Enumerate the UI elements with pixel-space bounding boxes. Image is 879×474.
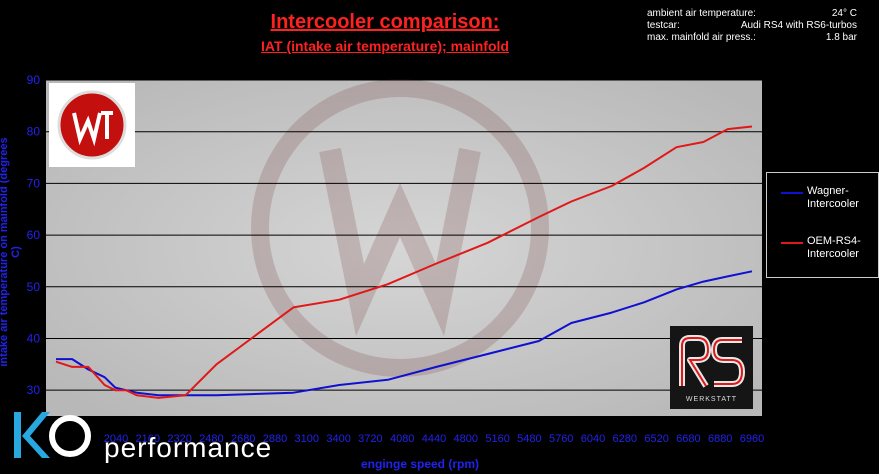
kc-logo <box>14 412 91 458</box>
x-tick-label: 2480 <box>199 433 223 445</box>
x-tick-label: 6280 <box>613 433 637 445</box>
info-label: ambient air temperature: <box>647 8 756 19</box>
test-info: ambient air temperature: 24° C testcar: Au… <box>647 8 857 44</box>
x-tick-label: 4080 <box>390 433 414 445</box>
y-tick-label: 60 <box>27 228 41 242</box>
watermark <box>251 79 549 377</box>
x-tick-label: 3400 <box>326 433 350 445</box>
x-axis-label: enginge speed (rpm) <box>360 457 479 471</box>
info-label: max. mainfold air press.: <box>647 32 756 43</box>
chart-subtitle: IAT (intake air temperature); mainfold <box>261 38 509 54</box>
x-tick-label: 3720 <box>358 433 382 445</box>
plot-area <box>46 80 762 416</box>
info-value: 1.8 bar <box>825 32 857 43</box>
x-tick-label: 6520 <box>644 433 668 445</box>
x-tick-label: 3100 <box>295 433 319 445</box>
grid-lines <box>46 79 762 391</box>
wagner-logo <box>49 83 135 167</box>
y-tick-label: 30 <box>27 383 41 397</box>
series-line-oem <box>55 125 753 399</box>
x-tick-label: 5160 <box>485 433 509 445</box>
x-axis-ticks: 2040 2160 2320 2480 2680 2880 3100 3400 3720 4080… <box>104 433 764 445</box>
legend-label-oem: OEM-RS4- Intercooler <box>807 235 861 260</box>
y-axis-label: intake air temperature on mainfold (degr… <box>0 137 22 367</box>
legend-label-wagner: Wagner- Intercooler <box>807 185 859 210</box>
x-tick-label: 2320 <box>167 433 191 445</box>
y-axis-ticks: 30 40 50 60 70 80 90 <box>27 73 41 397</box>
info-label: testcar: <box>647 20 680 31</box>
x-tick-label: 4440 <box>422 433 446 445</box>
x-tick-label: 6680 <box>676 433 700 445</box>
rs-werkstatt-caption: WERKSTATT <box>685 396 738 403</box>
info-value: Audi RS4 with RS6-turbos <box>740 20 857 31</box>
legend: Wagner- Intercooler OEM-RS4- Intercooler <box>766 172 879 278</box>
legend-swatch-oem <box>781 242 803 244</box>
x-tick-label: 2160 <box>136 433 160 445</box>
rs-werkstatt-logo: WERKSTATT <box>670 326 753 409</box>
series-lines <box>55 125 753 399</box>
x-tick-label: 6960 <box>740 433 764 445</box>
chart-title: Intercooler comparison: <box>270 11 500 33</box>
brand-wordmark: performance <box>104 432 273 463</box>
x-tick-label: 5480 <box>517 433 541 445</box>
series-line-wagner <box>56 270 753 397</box>
info-value: 24° C <box>831 8 857 19</box>
x-tick-label: 6880 <box>708 433 732 445</box>
legend-swatch-wagner <box>781 192 803 194</box>
y-tick-label: 70 <box>27 176 41 190</box>
x-tick-label: 2680 <box>231 433 255 445</box>
x-tick-label: 4800 <box>454 433 478 445</box>
x-tick-label: 6040 <box>581 433 605 445</box>
y-tick-label: 80 <box>27 125 41 139</box>
y-tick-label: 40 <box>27 331 41 345</box>
x-tick-label: 5760 <box>549 433 573 445</box>
y-tick-label: 50 <box>27 280 41 294</box>
x-tick-label: 2040 <box>104 433 128 445</box>
x-tick-label: 2880 <box>263 433 287 445</box>
y-tick-label: 90 <box>27 73 41 87</box>
